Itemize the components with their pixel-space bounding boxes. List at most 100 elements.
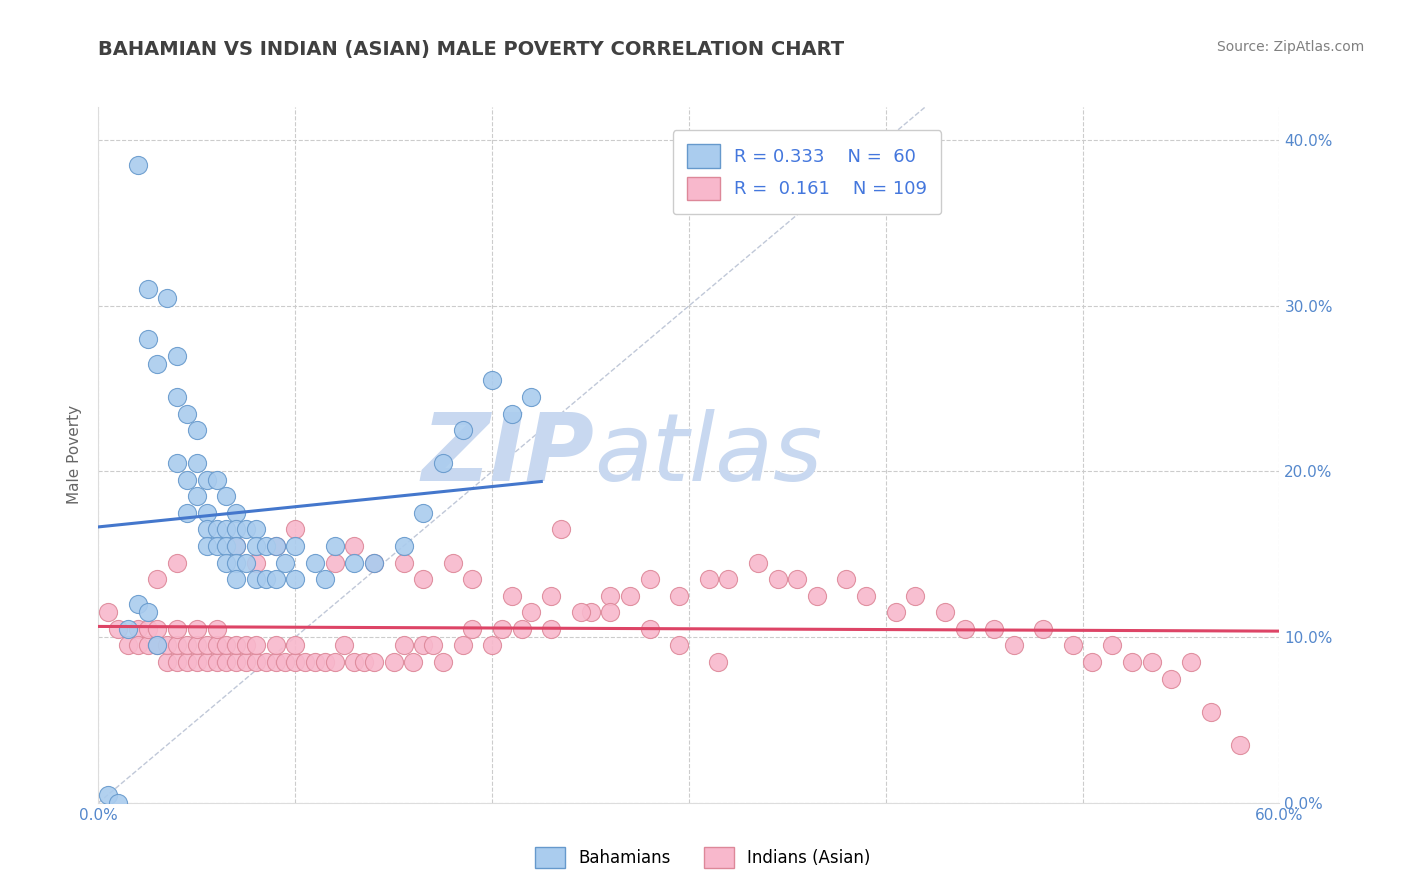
Point (284, 539, 307, 553)
Point (1101, 639, 1123, 653)
Point (254, 572, 277, 586)
Point (382, 655, 405, 669)
Text: BAHAMIAN VS INDIAN (ASIAN) MALE POVERTY CORRELATION CHART: BAHAMIAN VS INDIAN (ASIAN) MALE POVERTY … (98, 40, 845, 59)
Point (481, 373, 503, 387)
Point (569, 605, 592, 619)
Point (766, 572, 789, 586)
Point (254, 539, 277, 553)
Point (156, 655, 179, 669)
Point (146, 639, 169, 653)
Point (904, 589, 927, 603)
Point (304, 556, 326, 570)
Point (127, 597, 149, 611)
Point (254, 655, 277, 669)
Point (599, 589, 621, 603)
Point (186, 622, 208, 636)
Point (215, 539, 238, 553)
Text: Source: ZipAtlas.com: Source: ZipAtlas.com (1216, 40, 1364, 54)
Point (461, 572, 484, 586)
Point (127, 158, 149, 172)
Point (1229, 738, 1251, 752)
Point (225, 539, 247, 553)
Point (176, 407, 198, 421)
Point (501, 407, 523, 421)
Point (245, 556, 267, 570)
Point (146, 357, 169, 371)
Point (205, 473, 228, 487)
Point (707, 655, 730, 669)
Point (127, 639, 149, 653)
Point (353, 655, 375, 669)
Point (195, 639, 218, 653)
Point (146, 572, 169, 586)
Point (136, 639, 159, 653)
Point (304, 655, 326, 669)
Point (363, 655, 385, 669)
Point (205, 523, 228, 537)
Point (225, 556, 247, 570)
Point (176, 473, 198, 487)
Point (225, 506, 247, 520)
Point (107, 622, 129, 636)
Point (668, 639, 690, 653)
Point (697, 572, 720, 586)
Point (215, 655, 238, 669)
Point (510, 622, 533, 636)
Point (186, 655, 208, 669)
Point (284, 639, 307, 653)
Point (117, 622, 139, 636)
Point (432, 655, 454, 669)
Point (333, 639, 356, 653)
Point (540, 622, 562, 636)
Point (520, 390, 543, 404)
Point (392, 639, 415, 653)
Point (245, 655, 267, 669)
Point (441, 556, 464, 570)
Point (343, 655, 366, 669)
Point (235, 556, 257, 570)
Point (363, 556, 385, 570)
Point (412, 506, 434, 520)
Point (195, 473, 218, 487)
Point (156, 291, 179, 305)
Point (1081, 655, 1104, 669)
Point (166, 390, 188, 404)
Point (481, 639, 503, 653)
Point (186, 423, 208, 437)
Point (323, 539, 346, 553)
Legend: Bahamians, Indians (Asian): Bahamians, Indians (Asian) (529, 840, 877, 875)
Point (225, 655, 247, 669)
Point (166, 456, 188, 470)
Point (638, 572, 661, 586)
Point (619, 589, 641, 603)
Point (412, 639, 434, 653)
Point (225, 572, 247, 586)
Point (97, 788, 120, 802)
Point (225, 639, 247, 653)
Point (195, 655, 218, 669)
Point (195, 523, 218, 537)
Point (501, 589, 523, 603)
Point (934, 605, 956, 619)
Point (225, 539, 247, 553)
Point (205, 655, 228, 669)
Point (747, 556, 769, 570)
Point (314, 572, 336, 586)
Point (550, 523, 572, 537)
Legend: R = 0.333    N =  60, R =  0.161    N = 109: R = 0.333 N = 60, R = 0.161 N = 109 (672, 130, 942, 214)
Point (363, 556, 385, 570)
Point (264, 655, 287, 669)
Point (274, 655, 297, 669)
Point (215, 489, 238, 503)
Point (1140, 655, 1163, 669)
Point (186, 489, 208, 503)
Point (668, 589, 690, 603)
Point (136, 622, 159, 636)
Point (402, 655, 425, 669)
Point (166, 349, 188, 363)
Point (264, 639, 287, 653)
Point (245, 539, 267, 553)
Point (1160, 672, 1182, 686)
Point (205, 539, 228, 553)
Point (392, 539, 415, 553)
